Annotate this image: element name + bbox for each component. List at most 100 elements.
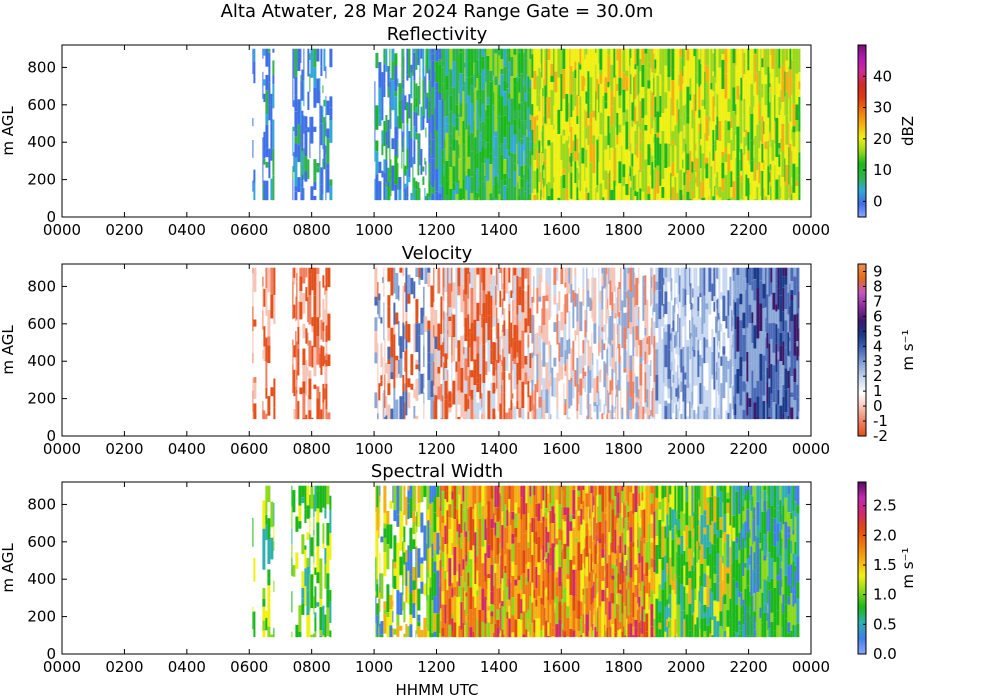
heat-cell xyxy=(591,360,593,389)
heat-cell xyxy=(418,371,421,395)
heat-cell xyxy=(557,134,561,162)
heat-cell xyxy=(689,383,691,402)
heat-cell xyxy=(485,393,488,420)
heat-cell xyxy=(764,48,768,75)
heat-cell xyxy=(417,621,421,627)
heat-cell xyxy=(262,137,264,158)
heat-cell xyxy=(322,523,325,544)
heat-cell xyxy=(653,48,655,54)
heat-cell xyxy=(524,372,528,385)
heat-cell xyxy=(382,357,384,385)
heat-cell xyxy=(476,78,479,91)
heat-cell xyxy=(430,285,434,308)
heat-cell xyxy=(790,267,794,281)
heat-cell xyxy=(570,117,573,127)
heat-cell xyxy=(542,48,544,61)
heat-cell xyxy=(628,65,630,85)
heat-cell xyxy=(770,55,772,71)
heat-cell xyxy=(672,305,675,321)
heat-cell xyxy=(682,195,684,201)
heat-cell xyxy=(570,172,573,199)
heat-cell xyxy=(585,111,588,128)
heat-cell xyxy=(458,596,461,627)
heat-cell xyxy=(492,162,494,190)
heat-cell xyxy=(497,182,499,195)
heat-cell xyxy=(789,121,792,144)
heat-cell xyxy=(648,336,651,355)
heat-cell xyxy=(516,352,519,358)
heat-cell xyxy=(675,297,678,304)
heat-cell xyxy=(553,129,555,141)
heat-cell xyxy=(667,166,671,187)
heat-cell xyxy=(325,325,328,343)
heat-cell xyxy=(267,578,271,586)
heat-cell xyxy=(620,267,622,287)
heat-cell xyxy=(453,586,457,596)
heat-cell xyxy=(508,177,511,200)
heat-cell xyxy=(291,591,293,613)
heat-cell xyxy=(540,48,542,64)
heat-cell xyxy=(502,332,504,349)
heat-cell xyxy=(581,182,585,198)
heat-cell xyxy=(456,544,459,572)
heat-cell xyxy=(792,192,796,201)
heat-cell xyxy=(377,373,379,402)
heat-cell xyxy=(487,284,491,292)
heat-cell xyxy=(564,403,567,416)
heat-cell xyxy=(431,48,435,54)
heat-cell xyxy=(531,410,534,420)
heat-cell xyxy=(375,151,379,175)
heat-cell xyxy=(273,295,276,325)
heat-cell xyxy=(661,83,665,114)
x-tick-label: 0400 xyxy=(168,440,206,458)
heat-cell xyxy=(784,71,786,97)
heat-cell xyxy=(500,180,504,198)
heat-cell xyxy=(505,323,509,329)
heat-cell xyxy=(736,393,740,420)
heat-cell xyxy=(494,176,498,199)
heat-cell xyxy=(635,417,639,420)
heat-cell xyxy=(523,123,525,136)
heat-cell xyxy=(772,267,776,293)
heat-cell xyxy=(252,118,254,127)
heat-cell xyxy=(474,607,477,633)
heat-cell xyxy=(484,138,486,159)
heat-cell xyxy=(435,61,439,83)
heat-cell xyxy=(601,309,604,328)
heat-cell xyxy=(484,485,487,503)
heat-cell xyxy=(661,390,664,410)
heat-cell xyxy=(670,198,672,201)
heat-cell xyxy=(458,524,461,538)
heat-cell xyxy=(732,291,734,304)
heat-cell xyxy=(376,579,379,585)
heat-cell xyxy=(420,48,423,59)
heat-cell xyxy=(457,390,461,405)
heat-cell xyxy=(578,96,580,109)
heat-cell xyxy=(680,372,683,382)
heat-cell xyxy=(620,356,622,361)
heat-cell xyxy=(512,267,514,294)
heat-cell xyxy=(545,330,549,345)
heat-cell xyxy=(693,290,696,321)
heat-cell xyxy=(789,283,791,297)
heat-cell xyxy=(586,367,588,374)
heat-cell xyxy=(383,405,385,420)
heat-cell xyxy=(616,267,618,298)
heat-cell xyxy=(693,385,696,411)
heat-cell xyxy=(774,165,776,180)
heat-cell xyxy=(518,77,521,93)
heat-cell xyxy=(447,393,449,420)
heat-cell xyxy=(329,186,333,201)
heat-cell xyxy=(389,71,391,82)
heat-cell xyxy=(444,48,446,73)
heat-cell xyxy=(390,372,394,380)
heat-cell xyxy=(572,126,575,141)
heat-cell xyxy=(424,93,426,119)
heat-cell xyxy=(399,556,403,576)
heat-cell xyxy=(667,267,671,282)
heat-cell xyxy=(434,48,436,72)
heat-cell xyxy=(582,388,585,412)
heat-cell xyxy=(326,168,330,193)
heat-cell xyxy=(568,293,571,312)
